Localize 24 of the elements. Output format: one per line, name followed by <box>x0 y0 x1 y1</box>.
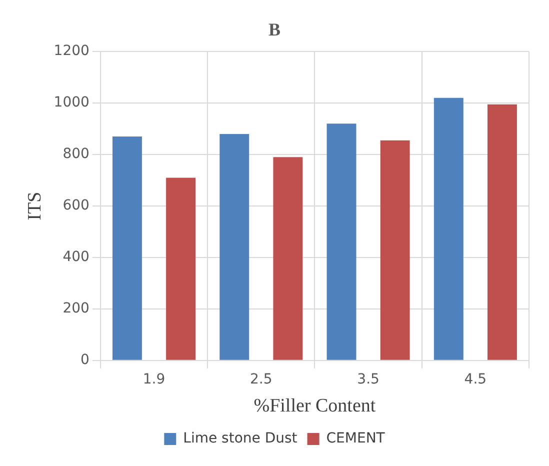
chart-title: B <box>268 19 281 40</box>
x-tick-label: 4.5 <box>464 371 487 388</box>
x-tick-label: 2.5 <box>250 371 272 388</box>
y-tick-label: 200 <box>62 300 90 317</box>
x-axis-title: %Filler Content <box>254 396 376 417</box>
bar <box>487 104 517 360</box>
y-tick-label: 1200 <box>54 43 90 60</box>
y-tick-label: 400 <box>62 249 90 266</box>
x-tick-label: 3.5 <box>357 371 380 388</box>
bar <box>220 134 250 360</box>
x-tick-label: 1.9 <box>142 371 166 388</box>
legend-label: Lime stone Dust <box>183 430 298 447</box>
bar <box>326 124 356 360</box>
legend-label: CEMENT <box>326 430 386 447</box>
y-axis-title: ITS <box>24 192 46 220</box>
y-tick-label: 800 <box>62 146 90 162</box>
bar <box>273 157 303 360</box>
bar <box>380 140 410 360</box>
y-tick-label: 600 <box>62 198 90 214</box>
bar <box>434 98 464 360</box>
y-tick-label: 1000 <box>54 94 90 111</box>
bar <box>166 178 196 360</box>
y-tick-label: 0 <box>80 352 90 368</box>
bar <box>112 136 142 360</box>
